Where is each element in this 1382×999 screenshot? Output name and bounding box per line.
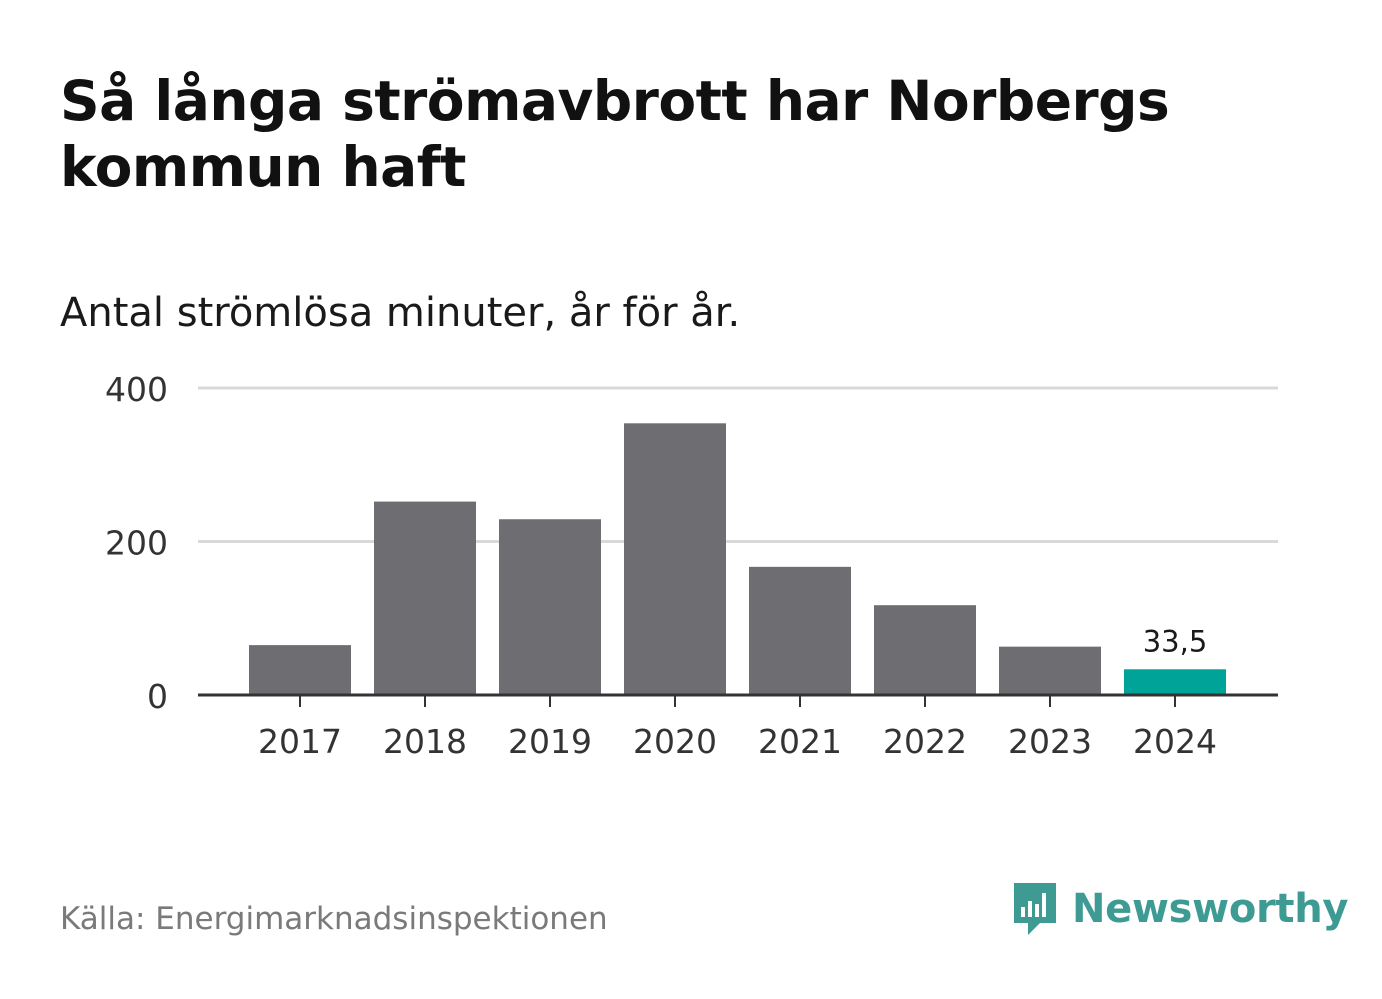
- bar-2022: [874, 605, 976, 695]
- bar-2023: [999, 646, 1101, 695]
- data-label-2024: 33,5: [1143, 624, 1208, 658]
- brand-name: Newsworthy: [1072, 886, 1349, 932]
- x-tick-label: 2021: [758, 722, 842, 761]
- bar-2019: [499, 519, 601, 695]
- bar-2024: [1124, 669, 1226, 695]
- bar-2017: [249, 645, 351, 695]
- x-tick-label: 2024: [1133, 722, 1217, 761]
- bar-2021: [749, 566, 851, 695]
- x-tick-label: 2018: [383, 722, 467, 761]
- x-tick-label: 2023: [1008, 722, 1092, 761]
- bar-2018: [374, 501, 476, 695]
- bar-2020: [624, 423, 726, 695]
- bar-chart: 0 200 400 2017 2018 2019 2020 2021 2022 2023 2024 3…: [105, 370, 1278, 761]
- x-tick-label: 2022: [883, 722, 967, 761]
- source-note: Källa: Energimarknadsinspektionen: [60, 901, 608, 937]
- chart-subtitle: Antal strömlösa minuter, år för år.: [60, 290, 741, 336]
- y-tick-label: 400: [105, 370, 168, 409]
- newsworthy-logo: Newsworthy: [1010, 878, 1349, 940]
- y-tick-label: 200: [105, 524, 168, 563]
- newsworthy-chart-icon: [1014, 883, 1056, 935]
- x-tick-label: 2017: [258, 722, 342, 761]
- y-tick-label: 0: [147, 677, 168, 716]
- chart-title: Så långa strömavbrott har Norbergs kommu…: [60, 69, 1170, 199]
- x-tick-label: 2019: [508, 722, 592, 761]
- x-tick-label: 2020: [633, 722, 717, 761]
